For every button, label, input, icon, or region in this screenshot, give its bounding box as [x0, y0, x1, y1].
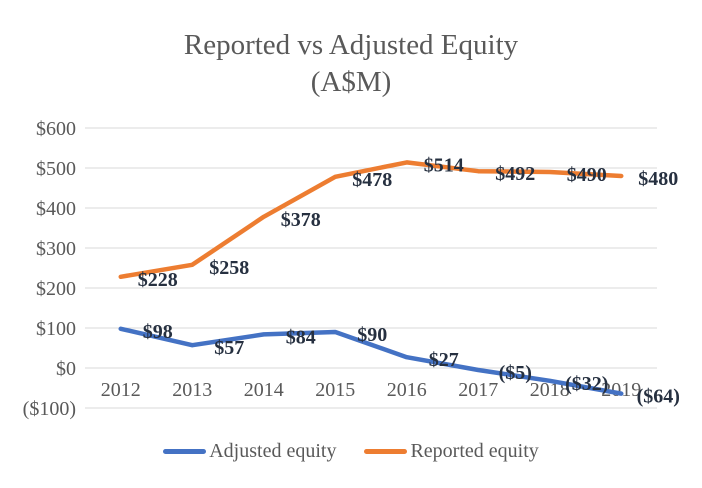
legend-marker-reported-equity [364, 449, 408, 454]
data-label: ($32) [565, 373, 608, 395]
x-tick-label: 2013 [172, 379, 212, 401]
legend-item-adjusted-equity[interactable]: Adjusted equity [163, 440, 336, 463]
y-tick-label: $0 [56, 358, 76, 380]
chart-title-line2: (A$M) [310, 66, 392, 98]
y-tick-label: $100 [36, 318, 76, 340]
y-tick-label: $400 [36, 198, 76, 220]
data-label: $258 [209, 257, 249, 279]
data-label: $90 [357, 324, 387, 346]
x-tick-label: 2017 [458, 379, 498, 401]
data-label: $480 [638, 168, 678, 190]
data-label: $228 [138, 269, 178, 291]
y-tick-label: ($100) [23, 398, 76, 420]
data-label: $492 [495, 163, 535, 185]
data-label: ($64) [637, 386, 680, 408]
legend: Adjusted equity Reported equity [0, 440, 702, 463]
legend-item-reported-equity[interactable]: Reported equity [364, 440, 539, 463]
y-tick-label: $500 [36, 158, 76, 180]
data-label: $378 [281, 209, 321, 231]
x-tick-label: 2012 [101, 379, 141, 401]
legend-label-adjusted-equity: Adjusted equity [209, 440, 337, 462]
data-label: $84 [286, 326, 316, 348]
x-tick-label: 2014 [244, 379, 284, 401]
data-label: $514 [424, 154, 464, 176]
chart-title: Reported vs Adjusted Equity (A$M) [0, 27, 702, 101]
y-tick-label: $600 [36, 118, 76, 140]
x-tick-label: 2019 [601, 379, 641, 401]
data-label: $490 [567, 164, 607, 186]
data-label: $27 [429, 349, 459, 371]
data-label: ($5) [499, 362, 532, 384]
legend-label-reported-equity: Reported equity [410, 440, 539, 462]
chart-title-line1: Reported vs Adjusted Equity [183, 29, 519, 61]
series-line-reported-equity [118, 160, 624, 280]
y-tick-label: $300 [36, 238, 76, 260]
data-label: $57 [214, 337, 244, 359]
series-line-adjusted-equity [118, 326, 624, 396]
y-tick-label: $200 [36, 278, 76, 300]
data-label: $98 [143, 321, 173, 343]
x-tick-label: 2016 [387, 379, 427, 401]
data-label: $478 [352, 169, 392, 191]
legend-marker-adjusted-equity [163, 449, 207, 454]
x-tick-label: 2015 [315, 379, 355, 401]
